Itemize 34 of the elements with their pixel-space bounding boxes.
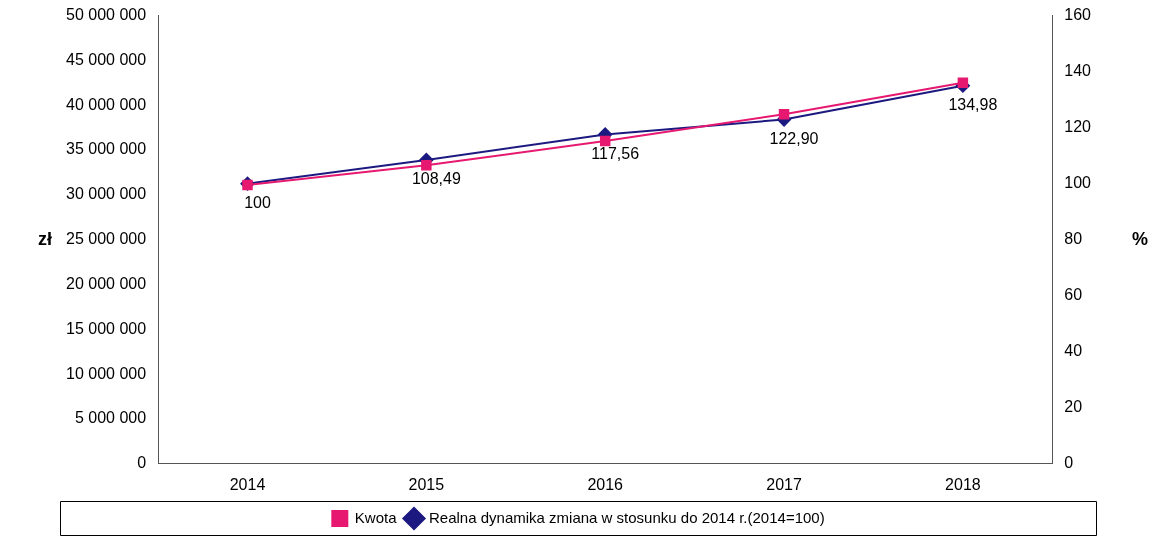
y2-axis-title: % — [1131, 228, 1149, 249]
y-tick-label: 25 000 000 — [66, 230, 147, 248]
data-label: 100 — [244, 194, 271, 212]
data-label: 108,49 — [411, 170, 461, 188]
y2-tick-label: 20 — [1064, 398, 1083, 416]
data-label: 122,90 — [769, 129, 819, 147]
x-tick-label: 2015 — [408, 475, 445, 493]
legend-label: Kwota — [354, 508, 398, 526]
y-tick-label: 40 000 000 — [66, 95, 147, 113]
x-tick-label: 2016 — [587, 475, 624, 493]
y-tick-label: 20 000 000 — [66, 274, 147, 292]
y-tick-label: 50 000 000 — [66, 6, 147, 24]
y-tick-label: 10 000 000 — [66, 364, 147, 382]
y-tick-label: 30 000 000 — [66, 185, 147, 203]
y2-tick-label: 80 — [1064, 230, 1083, 248]
legend-label: Realna dynamika zmiana w stosunku do 2014 r.(2014=100) — [429, 508, 825, 526]
y-axis-title: zł — [37, 228, 53, 249]
x-tick-label: 2017 — [766, 475, 802, 493]
y2-tick-label: 120 — [1064, 118, 1092, 136]
y2-tick-label: 160 — [1064, 6, 1092, 24]
y2-tick-label: 40 — [1064, 342, 1083, 360]
data-label: 117,56 — [591, 144, 640, 162]
y-tick-label: 0 — [137, 454, 147, 472]
x-tick-label: 2014 — [229, 475, 266, 493]
y2-tick-label: 0 — [1064, 454, 1074, 472]
y-tick-label: 35 000 000 — [66, 140, 147, 158]
y-tick-label: 45 000 000 — [66, 50, 147, 68]
y2-tick-label: 140 — [1064, 62, 1092, 80]
y2-tick-label: 60 — [1064, 286, 1083, 304]
y-tick-label: 5 000 000 — [74, 409, 147, 427]
x-tick-label: 2018 — [945, 475, 981, 493]
data-label: 134,98 — [948, 96, 998, 114]
y2-tick-label: 100 — [1064, 174, 1092, 192]
y-tick-label: 15 000 000 — [66, 319, 147, 337]
